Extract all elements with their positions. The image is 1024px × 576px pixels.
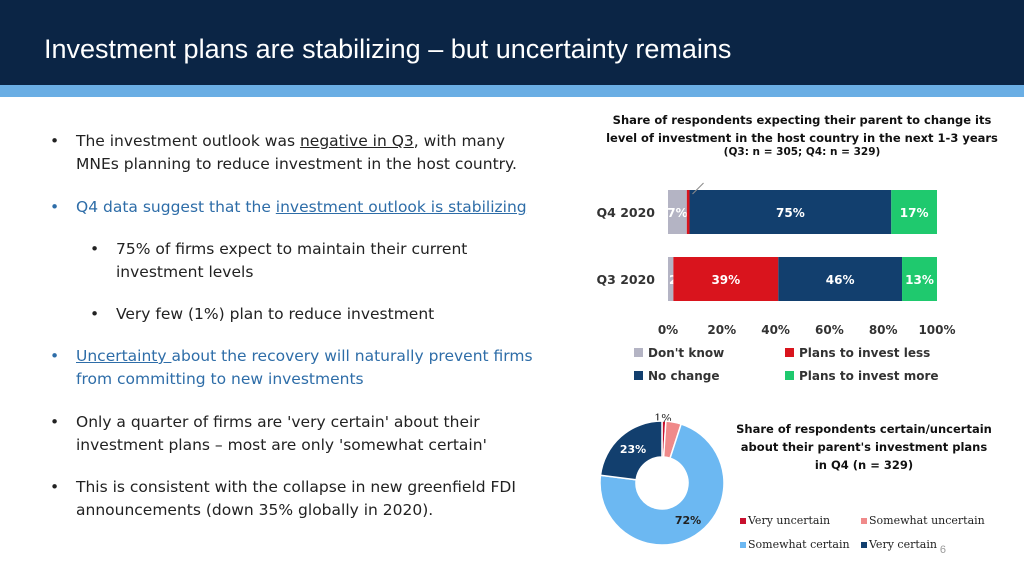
bullet-text: Only a quarter of firms are 'very certai…: [76, 413, 487, 454]
pie-chart-title: Share of respondents certain/uncertain a…: [736, 422, 992, 472]
bullet-text: , with many MNEs planning to reduce inve…: [76, 132, 517, 173]
bullet-dot: •: [90, 305, 100, 323]
bullet-item: • Uncertainty about the recovery will na…: [50, 345, 540, 391]
legend-label: Somewhat certain: [748, 538, 850, 551]
legend-swatch: [740, 518, 746, 524]
x-tick-label: 0%: [658, 323, 678, 337]
pie-slice: [599, 423, 725, 546]
x-tick-label: 40%: [761, 323, 790, 337]
bar-segment: [673, 257, 779, 301]
bar-data-label: 17%: [900, 206, 929, 220]
title-bar: [0, 0, 1024, 85]
legend-swatch: [785, 371, 794, 380]
bar-data-label: 75%: [776, 206, 805, 220]
bar-data-label: 39%: [711, 273, 740, 287]
legend-swatch: [861, 542, 867, 548]
bullet-text: Q4 data suggest that the: [76, 198, 276, 216]
sub-bullet-item: • 75% of firms expect to maintain their …: [90, 238, 540, 284]
legend-swatch: [861, 518, 867, 524]
bar-chart-title: Share of respondents expecting their par…: [606, 113, 998, 145]
bullet-link[interactable]: investment outlook is stabilizing: [275, 198, 527, 216]
bar-category-label: Q3 2020: [597, 272, 656, 287]
bullet-link[interactable]: Uncertainty: [76, 347, 172, 365]
bar-segment: [668, 257, 674, 301]
bullet-dot: •: [50, 478, 60, 496]
bullet-item: • Q4 data suggest that the investment ou…: [50, 196, 540, 219]
bar-data-label: 46%: [826, 273, 855, 287]
page-number: 6: [939, 544, 946, 556]
bar-segment: [686, 190, 690, 234]
bar-segment: [668, 190, 687, 234]
legend-label: Plans to invest more: [799, 369, 939, 383]
legend-label: Plans to invest less: [799, 346, 930, 360]
bullet-dot: •: [50, 413, 60, 431]
sub-bullet-item: • Very few (1%) plan to reduce investmen…: [90, 303, 540, 326]
label-leader-line: [692, 182, 704, 195]
bullet-dot: •: [50, 198, 60, 216]
bullet-text: The investment outlook was: [76, 132, 300, 150]
bar-data-label: 13%: [905, 273, 934, 287]
legend-label: Very certain: [868, 538, 937, 551]
bar-segment: [778, 257, 903, 301]
bar-data-label: 7%: [667, 206, 687, 220]
x-tick-label: 20%: [707, 323, 736, 337]
bar-segment: [689, 190, 892, 234]
legend-swatch: [634, 371, 643, 380]
bullet-text: 75% of firms expect to maintain their cu…: [116, 240, 468, 281]
bullet-dot: •: [50, 132, 60, 150]
slide-title: Investment plans are stabilizing – but u…: [44, 34, 732, 64]
bar-segment: [902, 257, 937, 301]
legend-label: No change: [648, 369, 720, 383]
legend-label: Don't know: [648, 346, 724, 360]
bullet-dot: •: [90, 240, 100, 258]
bullet-text: This is consistent with the collapse in …: [76, 478, 516, 519]
bullet-item: • The investment outlook was negative in…: [50, 130, 540, 176]
legend-label: Very uncertain: [747, 514, 830, 527]
legend-swatch: [634, 348, 643, 357]
bullet-text: Very few (1%) plan to reduce investment: [116, 305, 435, 323]
pie-data-label: 23%: [620, 443, 646, 456]
bullet-item: • This is consistent with the collapse i…: [50, 476, 540, 522]
x-tick-label: 80%: [869, 323, 898, 337]
legend-swatch: [740, 542, 746, 548]
x-tick-label: 100%: [918, 323, 955, 337]
legend-label: Somewhat uncertain: [869, 514, 985, 527]
bar-segment: [891, 190, 937, 234]
bar-chart-subtitle: (Q3: n = 305; Q4: n = 329): [723, 146, 881, 158]
pie-data-label: 72%: [675, 514, 701, 527]
bullet-item: • Only a quarter of firms are 'very cert…: [50, 411, 540, 457]
title-accent-strip: [0, 85, 1024, 97]
bar-category-label: Q4 2020: [597, 205, 656, 220]
legend-swatch: [785, 348, 794, 357]
bullet-text: about the recovery will naturally preven…: [76, 347, 533, 388]
pie-slice: [599, 420, 663, 481]
bullet-dot: •: [50, 347, 60, 365]
x-tick-label: 60%: [815, 323, 844, 337]
bullet-link[interactable]: negative in Q3: [299, 132, 414, 150]
